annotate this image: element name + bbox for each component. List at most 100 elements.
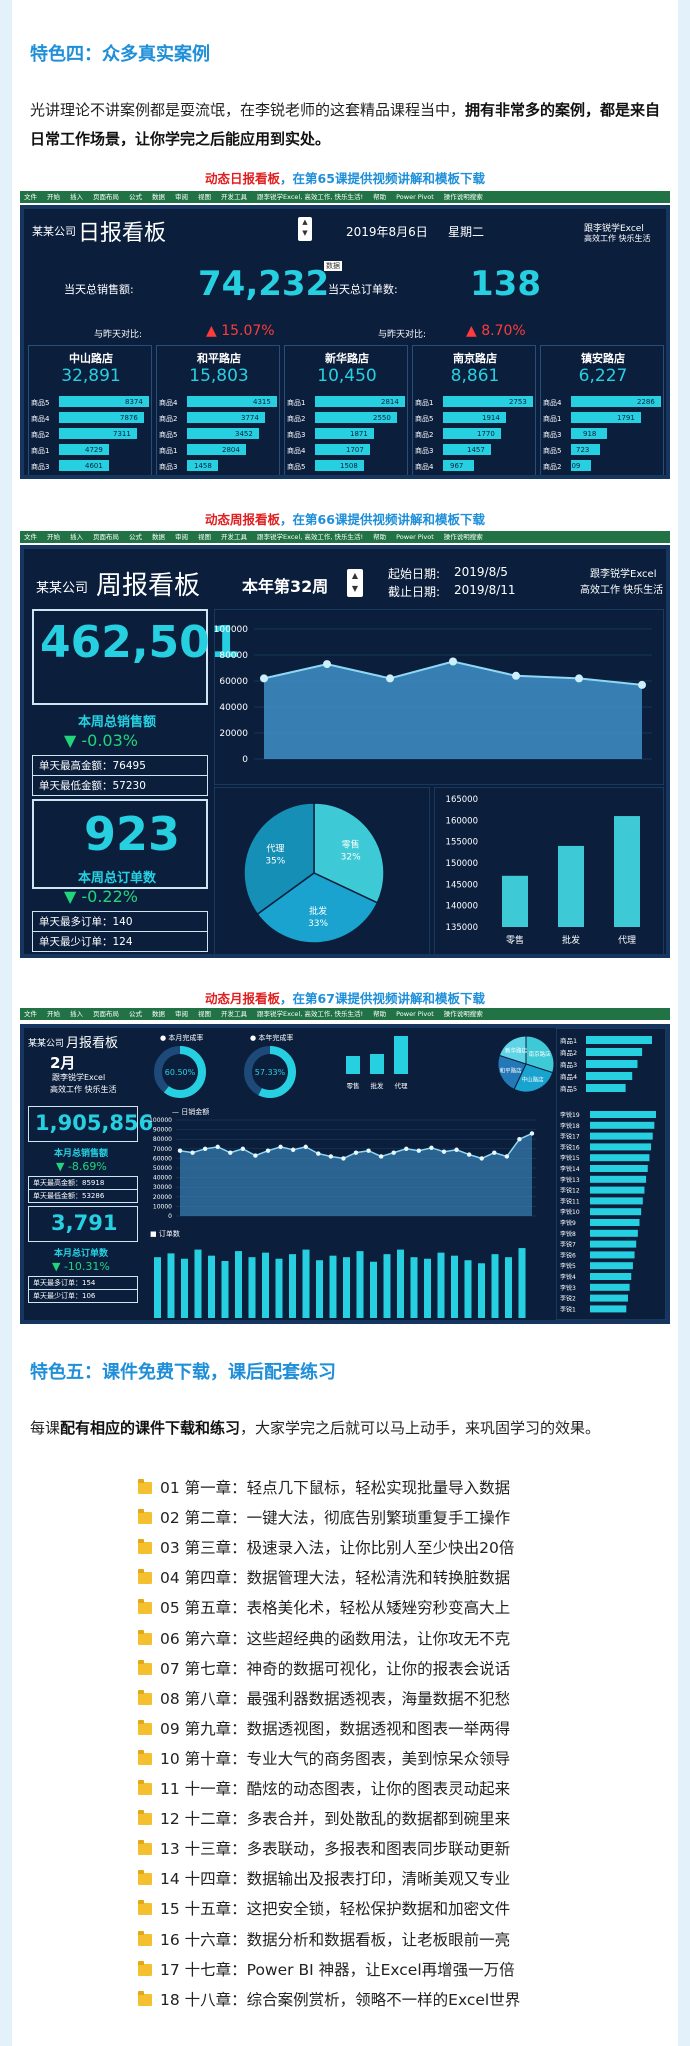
ribbon-tab[interactable]: 页面布局: [93, 1010, 119, 1018]
ribbon-tab[interactable]: 开发工具: [221, 533, 247, 541]
ribbon-tab[interactable]: 数据: [152, 1010, 165, 1018]
store-product-bar: [187, 412, 265, 423]
ribbon-tab[interactable]: Power Pivot: [396, 533, 434, 541]
ribbon-tab[interactable]: 审阅: [175, 1010, 188, 1018]
weekly-title: 周报看板: [96, 571, 201, 601]
ribbon-tab[interactable]: 跟李锐学Excel, 高效工作, 快乐生活!: [257, 193, 364, 201]
ribbon-tab[interactable]: 数据: [152, 533, 165, 541]
folder-icon: [138, 1629, 152, 1645]
ribbon-tab[interactable]: 开始: [47, 1010, 60, 1018]
store-product-value: 4315: [253, 398, 271, 406]
ribbon-tab[interactable]: 视图: [198, 1010, 211, 1018]
store-product-label: 商品4: [287, 447, 306, 455]
ribbon-tab[interactable]: 公式: [129, 193, 142, 201]
store-product-label: 商品2: [287, 415, 306, 423]
store-name: 中山路店: [69, 352, 113, 365]
ribbon-tab[interactable]: 审阅: [175, 533, 188, 541]
line-point: [328, 1154, 334, 1159]
monthly-max-orders: 单天最多订单：154: [28, 1276, 138, 1290]
y-tick-label: 80000: [153, 1136, 172, 1143]
rank-person-label: 李锐6: [560, 1251, 576, 1259]
sales-label: 当天总销售额:: [64, 283, 134, 296]
store-product-label: 商品2: [159, 415, 178, 423]
rank-person-bar: [590, 1154, 650, 1162]
ribbon-tab[interactable]: 审阅: [175, 193, 188, 201]
ribbon-tab[interactable]: 帮助: [373, 1010, 387, 1018]
ribbon-tab[interactable]: 开始: [47, 533, 60, 541]
ribbon-tab[interactable]: 公式: [129, 533, 142, 541]
rank-person-bar: [590, 1175, 647, 1183]
ribbon-tab[interactable]: Power Pivot: [396, 1010, 434, 1018]
ribbon-tab[interactable]: 开发工具: [221, 1010, 247, 1018]
mini-bar-label: 批发: [371, 1081, 385, 1090]
y-tick-label: 70000: [153, 1146, 172, 1153]
ribbon-tab[interactable]: 文件: [24, 533, 37, 541]
ribbon-tab[interactable]: 跟李锐学Excel, 高效工作, 快乐生活!: [257, 1010, 364, 1018]
y-tick-label: 60000: [153, 1155, 172, 1162]
ribbon-tab[interactable]: 帮助: [373, 533, 387, 541]
rank-person-label: 李锐11: [560, 1197, 580, 1205]
chapter-item: 01 第一章：轻点几下鼠标，轻松实现批量导入数据: [160, 1479, 511, 1497]
chapter-item: 16 十六章：数据分析和数据看板，让老板眼前一亮: [160, 1930, 511, 1949]
ribbon-tab[interactable]: 跟李锐学Excel, 高效工作, 快乐生活!: [257, 533, 364, 541]
sales-cmp-label: 与昨天对比:: [94, 330, 143, 340]
data-tag: 数据: [324, 261, 342, 271]
section4-paragraph: 光讲理论不讲案例都是耍流氓，在李锐老师的这套精品课程当中，拥有非常多的案例，都是…: [30, 101, 661, 148]
line-point: [341, 1156, 346, 1161]
daily-dashboard: 某某公司 日报看板 ▲ ▼ 2019年8月6日 星期二 跟李锐学Excel 高效工…: [20, 205, 670, 479]
weekly-brand1: 跟李锐学Excel: [590, 569, 657, 580]
store-product-value: 8374: [125, 398, 143, 406]
y-tick-label: 165000: [446, 795, 478, 805]
ribbon-tab[interactable]: 页面布局: [93, 193, 119, 201]
store-product-value: 7311: [113, 430, 131, 438]
store-product-label: 商品5: [287, 463, 306, 471]
ribbon-tab[interactable]: 插入: [70, 193, 83, 201]
folder-icon: [138, 1659, 152, 1675]
rank-person-bar: [590, 1240, 637, 1248]
daily-company: 某某公司: [32, 225, 76, 238]
date-spinner[interactable]: ▲ ▼: [298, 217, 312, 241]
ribbon-tab[interactable]: 帮助: [373, 193, 387, 201]
bar: [614, 816, 640, 927]
pie-label: 代理: [266, 843, 284, 854]
rank-person-bar: [590, 1294, 628, 1302]
pie-slice: [256, 872, 379, 944]
ribbon-tab[interactable]: 文件: [24, 1010, 37, 1018]
ribbon-tab[interactable]: 操作说明搜索: [443, 1010, 483, 1018]
week-spinner[interactable]: ▲ ▼: [347, 569, 363, 597]
chapter-item: 09 第九章：数据透视图，数据透视和图表一举两得: [160, 1719, 511, 1738]
store-product-bar: [187, 396, 277, 407]
order-bar: [329, 1255, 337, 1318]
order-bar: [194, 1249, 202, 1318]
store-product-value: 509: [567, 462, 581, 470]
ribbon-tab[interactable]: Power Pivot: [396, 193, 434, 201]
store-product-bar: [443, 428, 501, 439]
rank-product-label: 商品3: [560, 1060, 577, 1069]
ribbon-tab[interactable]: 数据: [152, 193, 165, 201]
store-product-value: 4729: [85, 446, 103, 454]
y-tick-label: 10000: [153, 1203, 172, 1210]
ribbon-tab[interactable]: 插入: [70, 1010, 83, 1018]
ribbon-tab[interactable]: 操作说明搜索: [443, 193, 483, 201]
store-product-value: 1914: [482, 414, 500, 422]
brand-line1: 跟李锐学Excel: [584, 224, 644, 234]
ribbon-tab[interactable]: 操作说明搜索: [443, 533, 483, 541]
brand-line2: 高效工作 快乐生活: [584, 234, 651, 243]
store-product-bar: [571, 444, 600, 455]
ribbon-tab[interactable]: 插入: [70, 533, 83, 541]
ribbon-tab[interactable]: 视图: [198, 193, 211, 201]
store-product-bar: [443, 412, 506, 423]
ribbon-tab[interactable]: 视图: [198, 533, 211, 541]
ribbon-tab[interactable]: 文件: [24, 193, 37, 201]
store-product-bar: [315, 460, 364, 471]
orders-value: 138: [470, 264, 541, 304]
ribbon-tab[interactable]: 开始: [47, 193, 60, 201]
rank-person-bar: [590, 1165, 648, 1172]
section4-heading: 特色四：众多真实案例: [30, 44, 210, 65]
ribbon-tab[interactable]: 开发工具: [221, 193, 247, 201]
store-product-bar: [571, 460, 591, 471]
ribbon-tab[interactable]: 页面布局: [93, 533, 119, 541]
x-tick-label: 零售: [506, 934, 524, 946]
ribbon-tab[interactable]: 公式: [129, 1010, 142, 1018]
monthly-orders-cmp: ▼ -10.31%: [52, 1260, 110, 1273]
